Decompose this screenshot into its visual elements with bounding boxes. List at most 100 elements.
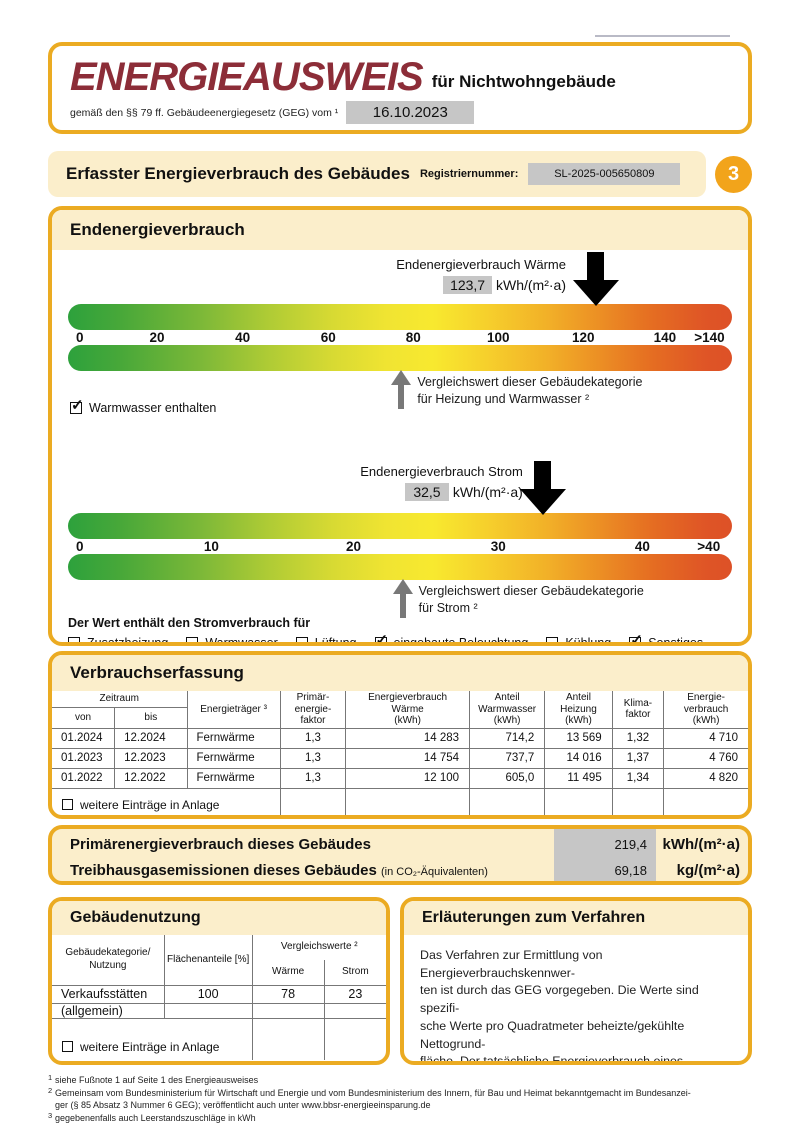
checkbox-icon[interactable] (186, 637, 199, 642)
checkbox-icon[interactable] (295, 637, 308, 642)
table-row: 01.2023 12.2023 Fernwärme 1,3 14 754 737… (52, 747, 748, 769)
strom-compare-row: Vergleichswert dieser Gebäudekategorie f… (68, 579, 732, 618)
checkbox-icon[interactable] (70, 396, 84, 414)
waerme-value-arrow-icon (572, 252, 619, 306)
erlaeuterung-section-title: Erläuterungen zum Verfahren (404, 901, 748, 935)
law-reference: gemäß den §§ 79 ff. Gebäudeenergiegesetz… (70, 106, 339, 119)
checkbox-kuehlung[interactable]: Kühlung (546, 636, 611, 642)
checkbox-sonstiges[interactable]: Sonstiges (629, 631, 703, 642)
tick: 40 (235, 330, 251, 345)
tick: 140 (653, 330, 677, 345)
ghg-emissions-label: Treibhausgasemissionen dieses Gebäudes (… (70, 861, 488, 879)
ghg-emissions-value[interactable]: 69,18 (614, 862, 647, 878)
checkbox-icon[interactable] (68, 637, 80, 642)
strom-value-field[interactable]: 32,5 (404, 483, 449, 501)
header-box: ENERGIEAUSWEIS für Nichtwohngebäude gemä… (48, 42, 752, 134)
checkbox-icon[interactable] (62, 799, 73, 811)
footnote-1: 1 siehe Fußnote 1 auf Seite 1 des Energi… (48, 1073, 259, 1085)
primary-energy-unit: kWh/(m²·a) (662, 835, 741, 853)
col-header-anteil-ww: Anteil Warmwasser (kWh) (469, 690, 546, 729)
footnotes: 1 siehe Fußnote 1 auf Seite 1 des Energi… (48, 1073, 752, 1124)
col-header-energieverbrauch: Energie- verbrauch (kWh) (663, 690, 748, 729)
strom-scale-gradient-bottom (68, 554, 732, 580)
registration-label: Registriernummer: (419, 168, 519, 180)
law-row: gemäß den §§ 79 ff. Gebäudeenergiegesetz… (70, 101, 732, 124)
checkbox-icon[interactable] (629, 631, 643, 642)
col-header-strom: Strom (323, 959, 386, 986)
col-header-flaeche: Flächenanteile [%] (163, 934, 253, 986)
table-row: Verkaufsstätten 100 78 23 (52, 984, 386, 1004)
strom-scale-ticks: 0 10 20 30 40 >40 (68, 539, 732, 554)
nutzung-table: Gebäudekategorie/ Nutzung Flächenanteile… (52, 934, 386, 1061)
top-right-line (595, 35, 730, 37)
verbrauch-more-checkbox[interactable]: weitere Einträge in Anlage (62, 798, 219, 812)
tick: >40 (697, 539, 721, 554)
primary-energy-label: Primärenergieverbrauch dieses Gebäudes (70, 835, 371, 853)
endenergie-box: Endenergieverbrauch Endenergieverbrauch … (48, 206, 752, 646)
strom-value-row: 32,5 kWh/(m²·a) (68, 483, 523, 501)
col-header-anteil-hz: Anteil Heizung (kWh) (544, 690, 613, 729)
tick: 0 (75, 539, 84, 554)
erlaeuterung-text: Das Verfahren zur Ermittlung von Energie… (420, 948, 699, 1065)
warmwasser-checkbox[interactable]: Warmwasser enthalten (70, 396, 216, 415)
summary-value-column (554, 829, 656, 881)
ghg-emissions-note: (in CO₂-Äquivalenten) (380, 865, 488, 878)
erlaeuterung-box: Erläuterungen zum Verfahren Das Verfahre… (400, 897, 752, 1065)
endenergie-section-title: Endenergieverbrauch (52, 210, 748, 250)
checkbox-zusatzheizung[interactable]: Zusatzheizung (68, 636, 168, 642)
strom-compare-arrow-icon (392, 579, 413, 618)
geg-date-field[interactable]: 16.10.2023 (346, 101, 475, 124)
verbrauch-section-title: Verbrauchserfassung (52, 655, 748, 691)
strom-compare-text: Vergleichswert dieser Gebäudekategorie f… (418, 584, 644, 615)
document-subtitle: für Nichtwohngebäude (431, 72, 616, 91)
primary-energy-row: Primärenergieverbrauch dieses Gebäudes 2… (70, 831, 748, 857)
waerme-value-field[interactable]: 123,7 (443, 276, 493, 294)
waerme-scale: 0 20 40 60 80 100 120 140 >140 (68, 304, 732, 371)
checkbox-warmwasser[interactable]: Warmwasser (186, 636, 278, 642)
waerme-unit: kWh/(m²·a) (496, 277, 566, 293)
checkbox-icon[interactable] (374, 631, 388, 642)
checkbox-lueftung[interactable]: Lüftung (295, 636, 357, 642)
tick: 40 (634, 539, 650, 554)
includes-label: Der Wert enthält den Stromverbrauch für (68, 616, 311, 630)
table-row-empty: weitere Einträge in Anlage (52, 787, 748, 815)
waerme-value-block: Endenergieverbrauch Wärme 123,7 kWh/(m²·… (68, 257, 566, 294)
strom-value-arrow-icon (519, 461, 566, 515)
strom-unit: kWh/(m²·a) (452, 484, 523, 500)
registration-number-field[interactable]: SL-2025-005650809 (528, 163, 681, 185)
tick: 80 (405, 330, 421, 345)
nutzung-box: Gebäudenutzung Gebäudekategorie/ Nutzung… (48, 897, 390, 1065)
tick: 30 (490, 539, 506, 554)
bottom-row: Gebäudenutzung Gebäudekategorie/ Nutzung… (48, 897, 752, 1065)
table-row-empty: weitere Einträge in Anlage (52, 1017, 386, 1061)
col-header-waerme: Wärme (251, 959, 325, 986)
strom-value-block: Endenergieverbrauch Strom 32,5 kWh/(m²·a… (68, 464, 523, 501)
strom-scale: 0 10 20 30 40 >40 (68, 513, 732, 580)
table-row: 01.2022 12.2022 Fernwärme 1,3 12 100 605… (52, 767, 748, 789)
tick: >140 (694, 330, 725, 345)
col-header-ev-waerme: Energieverbrauch Wärme (kWh) (345, 690, 471, 729)
tick: 20 (149, 330, 165, 345)
waerme-label: Endenergieverbrauch Wärme (396, 257, 566, 272)
waerme-compare-row: Vergleichswert dieser Gebäudekategorie f… (68, 370, 732, 425)
waerme-scale-gradient-bottom (68, 345, 732, 371)
checkbox-icon[interactable] (62, 1041, 73, 1052)
nutzung-more-checkbox[interactable]: weitere Einträge in Anlage (62, 1040, 219, 1054)
table-row: 01.2024 12.2024 Fernwärme 1,3 14 283 714… (52, 727, 748, 749)
waerme-annotation: Endenergieverbrauch Wärme 123,7 kWh/(m²·… (68, 252, 732, 306)
tick: 10 (203, 539, 219, 554)
primary-energy-value[interactable]: 219,4 (614, 836, 647, 852)
col-header-energietraeger: Energieträger ³ (186, 690, 281, 729)
section-banner: Erfasster Energieverbrauch des Gebäudes … (48, 151, 706, 197)
verbrauch-box: Verbrauchserfassung Zeitraum Energieträg… (48, 651, 752, 819)
col-header-bis: bis (114, 706, 188, 729)
col-header-von: von (52, 706, 116, 729)
page-number-badge: 3 (715, 155, 752, 193)
footnote-3: 3 gegebenenfalls auch Leerstandszuschläg… (48, 1110, 256, 1123)
checkbox-beleuchtung[interactable]: eingebaute Beleuchtung (374, 631, 528, 642)
tick: 0 (75, 330, 84, 345)
strom-label: Endenergieverbrauch Strom (360, 464, 523, 479)
checkbox-icon[interactable] (546, 637, 559, 642)
document-title: ENERGIEAUSWEIS (70, 55, 424, 99)
